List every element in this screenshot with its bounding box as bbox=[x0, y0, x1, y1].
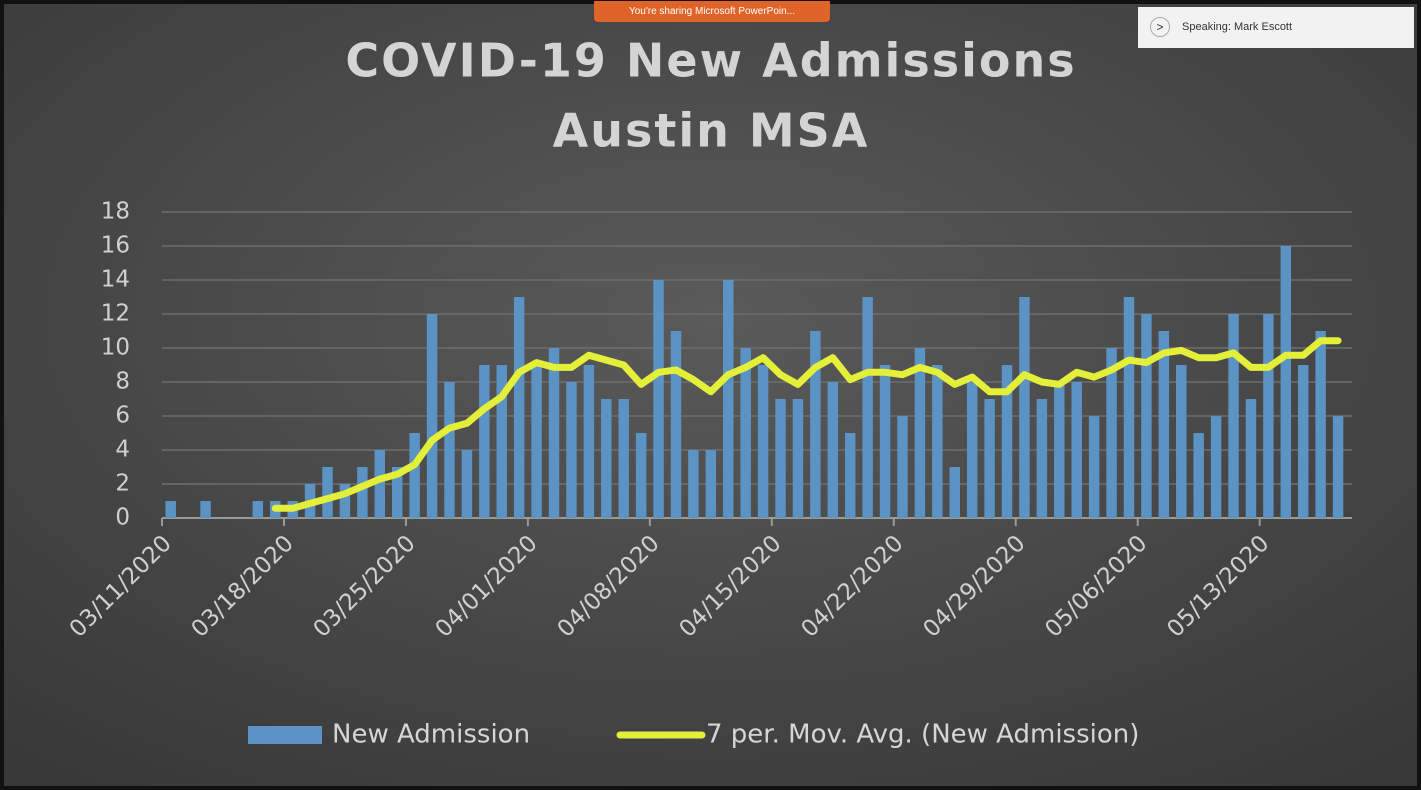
bar bbox=[1088, 416, 1100, 518]
bar bbox=[339, 484, 351, 518]
bar bbox=[1019, 297, 1030, 518]
bar bbox=[653, 280, 664, 518]
bar bbox=[949, 467, 960, 518]
bar bbox=[531, 365, 542, 518]
bar bbox=[252, 501, 264, 518]
bar bbox=[1071, 382, 1082, 518]
bar bbox=[374, 450, 386, 518]
bar bbox=[827, 382, 839, 518]
bar bbox=[757, 365, 769, 518]
moving-average-line bbox=[271, 337, 1342, 512]
y-tick-label: 14 bbox=[101, 267, 130, 293]
bar bbox=[618, 399, 629, 518]
bar bbox=[583, 365, 595, 518]
bar bbox=[601, 399, 612, 518]
bar bbox=[357, 467, 368, 518]
speaker-name: Speaking: Mark Escott bbox=[1182, 21, 1293, 33]
chart-title: COVID-19 New Admissions bbox=[345, 34, 1076, 88]
bar bbox=[566, 382, 577, 518]
bar bbox=[1001, 365, 1013, 518]
y-tick-label: 16 bbox=[101, 233, 130, 259]
y-tick-label: 6 bbox=[115, 403, 130, 429]
bar bbox=[879, 365, 891, 518]
bar bbox=[635, 433, 647, 518]
speaker-indicator[interactable]: > Speaking: Mark Escott bbox=[1138, 7, 1414, 48]
chart-title: Austin MSA bbox=[553, 104, 870, 158]
y-tick-label: 18 bbox=[101, 199, 130, 225]
bar bbox=[810, 331, 821, 518]
y-tick-label: 0 bbox=[115, 505, 130, 531]
bar bbox=[1141, 314, 1152, 518]
bar bbox=[1193, 433, 1204, 518]
bar bbox=[740, 348, 751, 518]
bar bbox=[391, 467, 403, 518]
legend-swatch bbox=[248, 726, 322, 744]
bar bbox=[1123, 297, 1135, 518]
y-tick-label: 4 bbox=[115, 437, 130, 463]
bar bbox=[862, 297, 873, 518]
bar bbox=[1054, 382, 1065, 518]
bar bbox=[984, 399, 995, 518]
bar bbox=[966, 382, 978, 518]
bar bbox=[479, 365, 490, 518]
bar bbox=[670, 331, 682, 518]
bar bbox=[897, 416, 908, 518]
bar bbox=[1158, 331, 1170, 518]
bar bbox=[1036, 399, 1048, 518]
bar bbox=[1228, 314, 1239, 518]
bar bbox=[932, 365, 943, 518]
bar bbox=[165, 501, 176, 518]
expand-button[interactable]: > bbox=[1150, 17, 1170, 37]
bar bbox=[513, 297, 525, 518]
bar bbox=[1176, 365, 1187, 518]
bar bbox=[775, 399, 786, 518]
bar bbox=[688, 450, 699, 518]
bar bbox=[322, 467, 333, 518]
bar bbox=[461, 450, 473, 518]
bar bbox=[792, 399, 804, 518]
bar bbox=[844, 433, 856, 518]
bar bbox=[1315, 331, 1326, 518]
bar bbox=[723, 280, 734, 518]
bar bbox=[1245, 399, 1257, 518]
sharing-banner[interactable]: You're sharing Microsoft PowerPoin... bbox=[594, 1, 830, 22]
bar bbox=[1106, 348, 1117, 518]
bar bbox=[548, 348, 560, 518]
bar bbox=[705, 450, 717, 518]
bar bbox=[1263, 314, 1274, 518]
y-tick-label: 8 bbox=[115, 369, 130, 395]
y-tick-label: 12 bbox=[101, 301, 130, 327]
bar bbox=[200, 501, 211, 518]
bar bbox=[496, 365, 507, 518]
legend-label: 7 per. Mov. Avg. (New Admission) bbox=[706, 720, 1139, 750]
bar bbox=[426, 314, 438, 518]
bar bbox=[1297, 365, 1309, 518]
bar bbox=[444, 382, 455, 518]
y-tick-label: 10 bbox=[101, 335, 130, 361]
bar bbox=[914, 348, 926, 518]
bar bbox=[1210, 416, 1222, 518]
bar bbox=[409, 433, 420, 518]
bar bbox=[1280, 246, 1292, 518]
y-tick-label: 2 bbox=[115, 471, 130, 497]
legend-label: New Admission bbox=[332, 720, 530, 750]
bar bbox=[1332, 416, 1344, 518]
